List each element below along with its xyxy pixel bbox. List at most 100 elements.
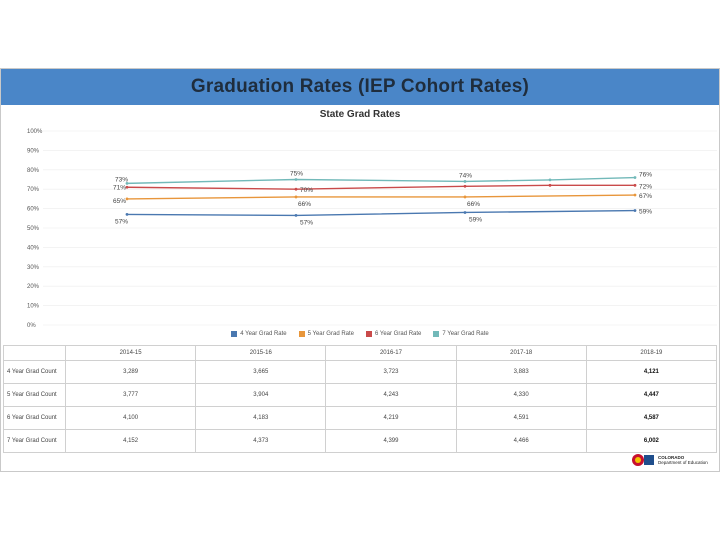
- chart-title: State Grad Rates: [319, 109, 401, 120]
- y-tick-label: 20%: [27, 284, 40, 290]
- row-label: 4 Year Grad Count: [3, 360, 66, 384]
- logo-line-1: COLORADO: [658, 455, 685, 460]
- y-tick-label: 50%: [27, 226, 40, 232]
- legend-swatch: [366, 331, 372, 337]
- y-tick-label: 40%: [27, 245, 40, 251]
- table-row: 6 Year Grad Count 4,100 4,183 4,219 4,59…: [3, 406, 718, 430]
- table-cell: 4,243: [325, 383, 457, 407]
- table-cell: 4,447: [585, 383, 718, 407]
- table-cell: 4,330: [455, 383, 587, 407]
- data-point: [125, 185, 129, 189]
- y-tick-label: 0%: [27, 323, 36, 329]
- table-cell: 3,904: [195, 383, 327, 407]
- data-point: [548, 178, 552, 182]
- table-cell: 3,777: [64, 383, 197, 407]
- y-tick-label: 90%: [27, 148, 40, 154]
- data-point: [125, 213, 129, 216]
- slide: Graduation Rates (IEP Cohort Rates) Stat…: [0, 68, 720, 472]
- y-tick-label: 60%: [27, 207, 40, 213]
- table-cell: 4,399: [325, 429, 457, 453]
- chart-legend: 4 Year Grad Rate 5 Year Grad Rate 6 Year G…: [1, 331, 719, 337]
- slide-title: Graduation Rates (IEP Cohort Rates): [190, 76, 530, 97]
- legend-item: 7 Year Grad Rate: [433, 331, 489, 337]
- row-label: 7 Year Grad Count: [3, 429, 66, 453]
- table-cell: 6,002: [585, 429, 718, 453]
- data-label: 71%: [113, 184, 126, 191]
- data-point: [633, 183, 637, 187]
- data-point: [548, 183, 552, 187]
- data-point: [294, 213, 298, 217]
- table-cell: 4,587: [585, 406, 718, 430]
- legend-label: 6 Year Grad Rate: [375, 331, 422, 337]
- series-line: [126, 194, 636, 200]
- series-line: [126, 176, 636, 185]
- legend-swatch: [298, 331, 305, 337]
- table-cell: 4,219: [325, 406, 457, 430]
- data-label: 66%: [298, 201, 311, 208]
- data-label: 67%: [639, 193, 652, 200]
- table-cell: 4,183: [195, 406, 327, 430]
- data-label: 76%: [639, 172, 652, 179]
- logo-text: COLORADO Department of Education: [658, 455, 708, 465]
- table-cell: 3,883: [455, 360, 587, 384]
- colorado-logo-icon: [632, 454, 654, 466]
- table-cell: 3,665: [195, 360, 327, 384]
- series-line: [126, 184, 635, 190]
- data-label: 73%: [115, 176, 128, 183]
- legend-item: 4 Year Grad Rate: [231, 331, 287, 337]
- table-cell: 4,373: [195, 429, 327, 453]
- data-label: 75%: [290, 171, 303, 178]
- data-label: 65%: [113, 198, 126, 205]
- legend-label: 7 Year Grad Rate: [442, 331, 489, 337]
- table-row: 4 Year Grad Count 3,289 3,665 3,723 3,88…: [3, 360, 718, 384]
- data-label: 57%: [115, 218, 128, 225]
- data-point: [125, 197, 129, 201]
- data-point: [294, 187, 298, 191]
- data-label: 70%: [300, 187, 313, 194]
- data-label: 59%: [469, 216, 482, 223]
- y-tick-label: 10%: [27, 304, 40, 310]
- data-point: [633, 176, 637, 179]
- table-row: 5 Year Grad Count 3,777 3,904 4,243 4,33…: [3, 383, 718, 407]
- grad-count-table: 2014-15 2015-16 2016-17 2017-18 2018-19 …: [3, 345, 718, 453]
- y-tick-label: 70%: [27, 187, 40, 193]
- table-header-row: 2014-15 2015-16 2016-17 2017-18 2018-19: [3, 345, 718, 361]
- data-point: [463, 184, 467, 188]
- title-banner: Graduation Rates (IEP Cohort Rates): [1, 69, 719, 105]
- y-tick-label: 30%: [27, 265, 40, 271]
- data-label: 59%: [639, 209, 652, 216]
- table-column-header: 2017-18: [455, 345, 587, 361]
- data-label: 74%: [459, 172, 472, 179]
- series-line: [126, 209, 636, 217]
- data-point: [633, 193, 637, 197]
- data-point: [294, 195, 298, 199]
- table-column-header: 2016-17: [325, 345, 457, 361]
- legend-item: 6 Year Grad Rate: [366, 331, 421, 337]
- legend-swatch: [231, 331, 238, 337]
- data-label: 72%: [639, 183, 652, 190]
- data-point: [294, 178, 298, 181]
- legend-label: 4 Year Grad Rate: [240, 331, 287, 337]
- table-column-header: 2018-19: [585, 345, 718, 361]
- y-tick-label: 100%: [27, 129, 43, 135]
- data-label: 57%: [300, 219, 313, 226]
- data-point: [463, 211, 467, 214]
- data-point: [463, 180, 467, 183]
- table-cell: 4,466: [455, 429, 587, 453]
- table-corner-cell: [3, 345, 66, 361]
- data-point: [125, 181, 129, 185]
- cde-logo: COLORADO Department of Education: [631, 453, 708, 467]
- table-cell: 4,591: [455, 406, 587, 430]
- legend-item: 5 Year Grad Rate: [298, 331, 354, 337]
- table-column-header: 2014-15: [64, 345, 197, 361]
- table-cell: 3,723: [325, 360, 457, 384]
- table-row: 7 Year Grad Count 4,152 4,373 4,399 4,46…: [3, 429, 718, 453]
- y-tick-label: 80%: [27, 168, 40, 174]
- table-cell: 3,289: [64, 360, 197, 384]
- table-cell: 4,100: [64, 406, 197, 430]
- legend-label: 5 Year Grad Rate: [307, 331, 354, 337]
- line-chart: 0% 10% 20% 30% 40% 50% 60% 70% 80% 90% 100% 57% 57% 5…: [27, 129, 717, 329]
- table-cell: 4,152: [64, 429, 197, 453]
- data-point: [463, 195, 467, 199]
- data-point: [633, 209, 637, 212]
